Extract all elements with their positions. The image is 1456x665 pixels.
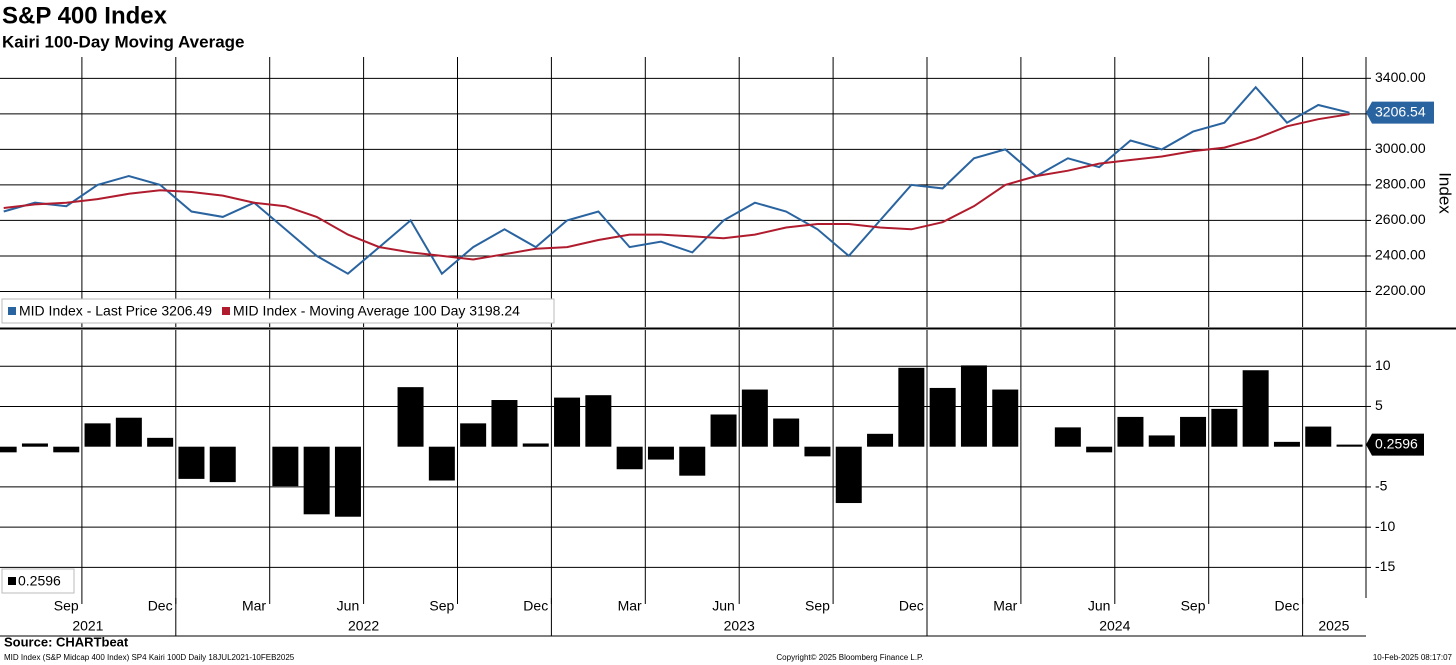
y-tick-label: 2400.00 [1375,247,1426,263]
bar [1273,441,1300,447]
bar [428,446,455,481]
bar [960,365,987,447]
bar [835,446,862,504]
bar [491,400,518,447]
y-tick-label: 5 [1375,397,1383,413]
bar [397,387,424,447]
bar [929,387,956,447]
bar [303,446,330,515]
bar [773,418,800,447]
y-tick-label: -10 [1375,518,1395,534]
bar [21,443,48,447]
legend-swatch [8,307,16,315]
x-tick-label: Sep [429,598,454,614]
year-label: 2023 [724,618,755,634]
bar [147,437,174,447]
last-value-box [1366,433,1424,456]
x-tick-label: Sep [805,598,830,614]
legend-label: 0.2596 [18,573,61,589]
y-tick-label: 10 [1375,357,1391,373]
y-tick-label: 3400.00 [1375,69,1426,85]
bar [178,446,205,479]
bar [647,446,674,460]
bar [460,423,487,447]
bar [1054,427,1081,447]
footer-center: Copyright© 2025 Bloomberg Finance L.P. [776,653,923,662]
footer-left: MID Index (S&P Midcap 400 Index) SP4 Kai… [4,653,295,662]
bar [867,433,894,447]
bar [1086,446,1113,453]
year-label: 2021 [72,618,103,634]
bar [1211,408,1238,447]
legend-label: MID Index - Last Price 3206.49 [19,303,212,319]
legend-swatch [222,307,230,315]
bar [679,446,706,476]
bar [710,414,737,447]
legend-swatch [8,577,16,585]
footer-right: 10-Feb-2025 08:17:07 [1373,653,1453,662]
x-tick-label: Mar [993,598,1017,614]
bar [1242,370,1269,447]
bar [741,389,768,447]
y-tick-label: -5 [1375,478,1388,494]
y-tick-label: 2600.00 [1375,211,1426,227]
bar [209,446,236,483]
y-tick-label: 3000.00 [1375,140,1426,156]
bar [585,395,612,447]
x-tick-label: Dec [1274,598,1299,614]
bar [272,446,299,487]
bar [334,446,361,517]
bar [0,446,17,453]
x-tick-label: Jun [1088,598,1111,614]
x-tick-label: Mar [242,598,266,614]
bar [53,446,80,453]
x-tick-label: Jun [337,598,360,614]
bar [616,446,643,470]
bar [554,397,581,447]
last-value-label: 0.2596 [1375,435,1418,451]
legend-box [1,298,555,324]
chart-subtitle: Kairi 100-Day Moving Average [2,32,245,51]
x-tick-label: Mar [618,598,642,614]
source: Source: CHARTbeat [4,634,129,649]
x-tick-label: Dec [523,598,548,614]
bar [522,443,549,447]
legend-label: MID Index - Moving Average 100 Day 3198.… [233,303,520,319]
year-label: 2025 [1318,618,1349,634]
x-tick-label: Sep [54,598,79,614]
price-line [3,113,1350,261]
bar [1180,416,1207,447]
bar [1117,416,1144,447]
y-tick-label: 2200.00 [1375,282,1426,298]
price-line [3,85,1350,276]
bar [898,367,925,447]
bar [804,446,831,457]
x-tick-label: Dec [899,598,924,614]
bar [115,417,142,447]
year-label: 2024 [1099,618,1130,634]
last-value-label: 3206.54 [1375,103,1426,119]
bar [1305,426,1332,447]
bar [1336,444,1363,447]
y-tick-label: 2800.00 [1375,176,1426,192]
y-tick-label: -15 [1375,558,1395,574]
last-value-box [1366,101,1434,124]
bar [1148,435,1175,447]
x-tick-label: Jun [712,598,735,614]
y-axis-label: Index [1436,172,1455,214]
chart-title: S&P 400 Index [2,2,168,29]
bar [84,423,111,447]
x-tick-label: Dec [148,598,173,614]
bar [992,389,1019,447]
year-label: 2022 [348,618,379,634]
x-tick-label: Sep [1181,598,1206,614]
